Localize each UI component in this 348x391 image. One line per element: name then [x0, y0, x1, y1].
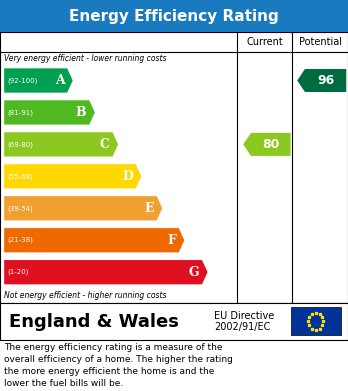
Text: (81-91): (81-91) — [7, 109, 33, 116]
Text: England & Wales: England & Wales — [9, 312, 179, 331]
Text: F: F — [167, 234, 176, 247]
Text: (55-68): (55-68) — [7, 173, 33, 179]
Polygon shape — [4, 260, 207, 284]
Text: Very energy efficient - lower running costs: Very energy efficient - lower running co… — [4, 54, 167, 63]
Text: (39-54): (39-54) — [7, 205, 33, 212]
Text: (1-20): (1-20) — [7, 269, 28, 275]
Bar — [0, 32, 348, 303]
Polygon shape — [4, 228, 184, 252]
Text: A: A — [55, 74, 64, 87]
Text: Not energy efficient - higher running costs: Not energy efficient - higher running co… — [4, 291, 167, 300]
Text: The energy efficiency rating is a measure of the
overall efficiency of a home. T: The energy efficiency rating is a measur… — [4, 343, 233, 388]
Text: B: B — [76, 106, 87, 119]
Polygon shape — [4, 100, 95, 125]
Text: Current: Current — [246, 37, 283, 47]
Bar — [291, 307, 341, 335]
Text: (69-80): (69-80) — [7, 141, 33, 148]
Polygon shape — [4, 164, 141, 188]
Bar — [0, 0, 348, 32]
Text: (21-38): (21-38) — [7, 237, 33, 244]
Polygon shape — [297, 69, 346, 92]
Text: 80: 80 — [262, 138, 279, 151]
Text: Energy Efficiency Rating: Energy Efficiency Rating — [69, 9, 279, 23]
Text: G: G — [189, 266, 199, 279]
Text: EU Directive
2002/91/EC: EU Directive 2002/91/EC — [214, 311, 274, 332]
Text: E: E — [144, 202, 154, 215]
Text: C: C — [100, 138, 110, 151]
Text: D: D — [122, 170, 133, 183]
Text: Potential: Potential — [299, 37, 342, 47]
Polygon shape — [243, 133, 291, 156]
Polygon shape — [4, 132, 118, 156]
Polygon shape — [4, 196, 162, 221]
Polygon shape — [4, 68, 73, 93]
Text: 96: 96 — [317, 74, 334, 87]
Bar — [0, 303, 348, 340]
Text: (92-100): (92-100) — [7, 77, 37, 84]
